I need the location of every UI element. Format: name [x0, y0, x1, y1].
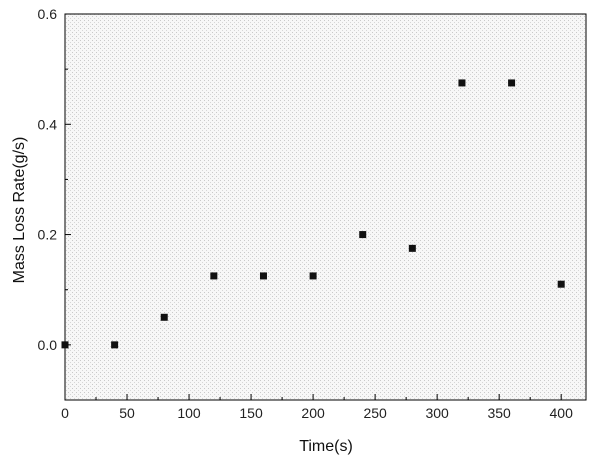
y-tick-label: 0.2	[38, 227, 58, 243]
data-point	[210, 272, 218, 280]
x-tick-label: 0	[61, 405, 69, 421]
plot-area	[64, 13, 587, 401]
x-tick-label: 100	[177, 405, 201, 421]
x-tick-label: 200	[301, 405, 325, 421]
x-tick-label: 250	[363, 405, 387, 421]
data-points	[61, 79, 565, 349]
data-point	[111, 341, 119, 349]
y-axis-ticks: 0.0 0.2 0.4 0.6	[38, 6, 71, 353]
data-point	[259, 272, 267, 280]
data-point	[557, 280, 565, 288]
data-point	[508, 79, 516, 87]
data-point	[359, 231, 367, 239]
data-point	[309, 272, 317, 280]
x-tick-label: 400	[550, 405, 574, 421]
data-point	[160, 313, 168, 321]
x-axis-title: Time(s)	[299, 438, 353, 455]
x-tick-label: 50	[119, 405, 135, 421]
data-point	[408, 244, 416, 252]
y-tick-label: 0.0	[38, 337, 58, 353]
x-tick-label: 150	[239, 405, 263, 421]
x-axis-ticks: 0 50 100 150 200 250 300 350 400	[61, 394, 573, 421]
x-tick-label: 300	[425, 405, 449, 421]
y-tick-label: 0.4	[38, 116, 58, 132]
data-point	[61, 341, 69, 349]
y-tick-label: 0.6	[38, 6, 58, 22]
x-tick-label: 350	[487, 405, 511, 421]
y-axis-title: Mass Loss Rate(g/s)	[11, 137, 28, 284]
data-point	[458, 79, 466, 87]
